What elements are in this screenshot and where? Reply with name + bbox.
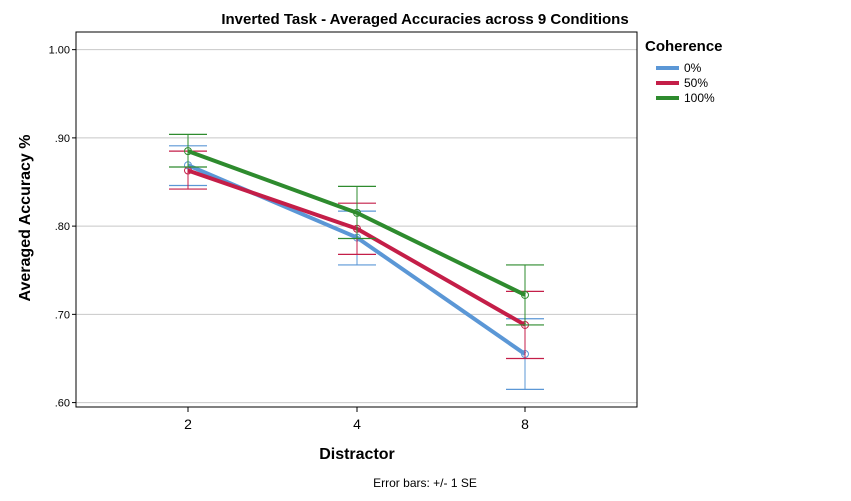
x-axis-title: Distractor xyxy=(319,446,395,463)
legend: Coherence 0%50%100% xyxy=(645,38,723,105)
x-axis: 2 4 8 xyxy=(184,407,529,432)
x-tick-label: 8 xyxy=(521,416,529,432)
data-point-100-pct xyxy=(184,147,192,156)
legend-label-50-pct: 50% xyxy=(684,76,708,90)
series-layer xyxy=(169,133,544,390)
y-axis: .60 .70 .80 .90 1.00 xyxy=(49,45,76,410)
x-tick-label: 4 xyxy=(353,416,361,432)
legend-label-100-pct: 100% xyxy=(684,91,715,105)
data-point-100-pct xyxy=(521,290,529,299)
y-tick-label: .70 xyxy=(55,309,70,321)
y-tick-label: .60 xyxy=(55,398,70,410)
legend-label-0-pct: 0% xyxy=(684,61,702,75)
footnote: Error bars: +/- 1 SE xyxy=(373,476,477,490)
data-point-100-pct xyxy=(353,208,361,217)
y-axis-title: Averaged Accuracy % xyxy=(17,135,34,302)
legend-title: Coherence xyxy=(645,38,723,55)
y-tick-label: .80 xyxy=(55,221,70,233)
chart-title: Inverted Task - Averaged Accuracies acro… xyxy=(221,11,628,28)
y-tick-label: .90 xyxy=(55,133,70,145)
y-tick-label: 1.00 xyxy=(49,45,70,57)
x-tick-label: 2 xyxy=(184,416,192,432)
